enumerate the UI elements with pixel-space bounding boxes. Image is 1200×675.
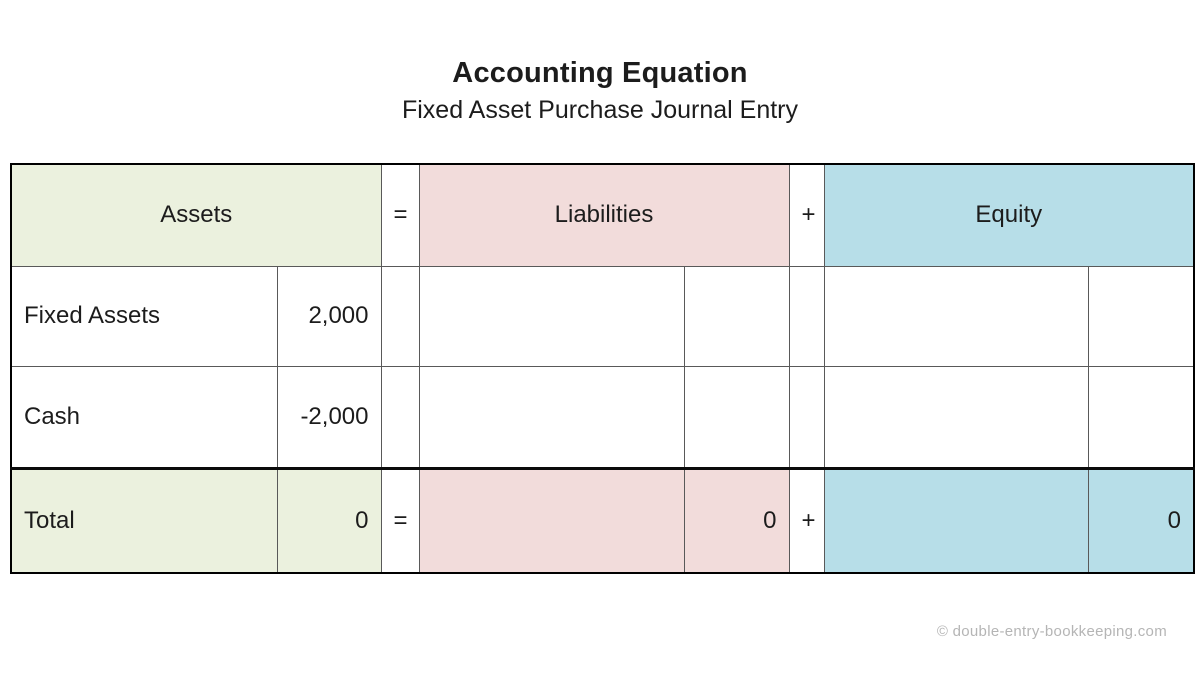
equals-spacer-cell [380,365,420,469]
equity-total-cell: 0 [1087,466,1195,574]
assets-total-cell: 0 [276,466,382,574]
liabilities-account-cell [418,265,685,367]
account-name-cell: Cash [10,365,278,469]
accounting-equation-table: Assets = Liabilities + Equity Fixed Asse… [10,163,1196,574]
plus-spacer-cell [788,365,825,469]
title-block: Accounting Equation Fixed Asset Purchase… [0,54,1200,128]
table-row: Cash -2,000 [10,365,1195,469]
equity-total-label-cell [823,466,1089,574]
total-label-cell: Total [10,466,278,574]
assets-column-header: Assets [10,163,382,267]
assets-amount-cell: -2,000 [276,365,382,469]
liabilities-column-header: Liabilities [418,163,790,267]
equity-amount-cell [1087,265,1195,367]
plus-spacer-cell [788,265,825,367]
page-subtitle: Fixed Asset Purchase Journal Entry [401,96,799,124]
assets-amount-cell: 2,000 [276,265,382,367]
plus-sign: + [788,163,825,267]
page-title: Accounting Equation [452,57,748,89]
plus-sign: + [788,466,825,574]
table-row: Fixed Assets 2,000 [10,265,1195,367]
liabilities-total-label-cell [418,466,685,574]
account-name-cell: Fixed Assets [10,265,278,367]
copyright-notice: © double-entry-bookkeeping.com [936,623,1167,640]
liabilities-amount-cell [683,365,790,469]
equity-account-cell [823,265,1089,367]
header-row: Assets = Liabilities + Equity [10,163,1195,267]
equals-sign: = [380,163,420,267]
equity-column-header: Equity [823,163,1195,267]
liabilities-account-cell [418,365,685,469]
liabilities-amount-cell [683,265,790,367]
liabilities-total-cell: 0 [683,466,790,574]
equals-spacer-cell [380,265,420,367]
equity-account-cell [823,365,1089,469]
equity-amount-cell [1087,365,1195,469]
equals-sign: = [380,466,420,574]
total-row: Total 0 = 0 + 0 [10,466,1195,574]
